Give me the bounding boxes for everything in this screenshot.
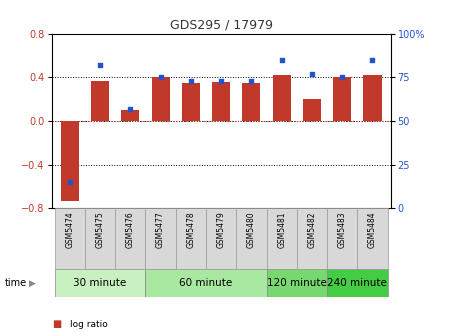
Bar — [273, 75, 291, 121]
Point — [97, 62, 104, 68]
Text: 240 minute: 240 minute — [327, 278, 387, 288]
Bar — [182, 83, 200, 121]
Text: GSM5484: GSM5484 — [368, 211, 377, 248]
Text: GSM5480: GSM5480 — [247, 211, 256, 248]
Text: GSM5475: GSM5475 — [96, 211, 105, 248]
Bar — [121, 110, 139, 121]
Point — [369, 57, 376, 62]
Bar — [145, 208, 176, 269]
Text: log ratio: log ratio — [70, 320, 107, 329]
Bar — [357, 208, 387, 269]
Bar — [212, 82, 230, 121]
Bar — [327, 208, 357, 269]
Bar — [151, 77, 170, 121]
Point — [278, 57, 285, 62]
Bar — [85, 208, 115, 269]
Point — [308, 71, 316, 77]
Bar — [236, 208, 267, 269]
Text: GSM5483: GSM5483 — [338, 211, 347, 248]
Bar — [206, 208, 236, 269]
Bar — [55, 269, 145, 297]
Bar — [242, 83, 260, 121]
Text: 30 minute: 30 minute — [74, 278, 127, 288]
Bar — [176, 208, 206, 269]
Bar — [61, 121, 79, 201]
Point — [339, 75, 346, 80]
Bar — [303, 99, 321, 121]
Bar — [91, 81, 109, 121]
Point — [187, 78, 194, 83]
Point — [157, 75, 164, 80]
Point — [218, 78, 225, 83]
Text: GSM5476: GSM5476 — [126, 211, 135, 248]
Point — [248, 78, 255, 83]
Bar — [327, 269, 387, 297]
Text: GSM5474: GSM5474 — [65, 211, 74, 248]
Text: 120 minute: 120 minute — [267, 278, 327, 288]
Bar — [267, 269, 327, 297]
Text: GSM5482: GSM5482 — [308, 211, 317, 248]
Text: GDS295 / 17979: GDS295 / 17979 — [170, 19, 273, 32]
Bar — [145, 269, 267, 297]
Text: time: time — [4, 278, 26, 288]
Text: GSM5479: GSM5479 — [216, 211, 226, 248]
Point — [127, 106, 134, 112]
Text: ▶: ▶ — [29, 279, 36, 288]
Bar — [297, 208, 327, 269]
Bar — [333, 77, 351, 121]
Bar — [267, 208, 297, 269]
Text: GSM5478: GSM5478 — [186, 211, 195, 248]
Point — [66, 179, 73, 185]
Text: GSM5481: GSM5481 — [277, 211, 286, 248]
Bar — [115, 208, 145, 269]
Text: 60 minute: 60 minute — [179, 278, 233, 288]
Bar — [55, 208, 85, 269]
Bar — [363, 75, 382, 121]
Text: ■: ■ — [52, 319, 61, 329]
Text: GSM5477: GSM5477 — [156, 211, 165, 248]
